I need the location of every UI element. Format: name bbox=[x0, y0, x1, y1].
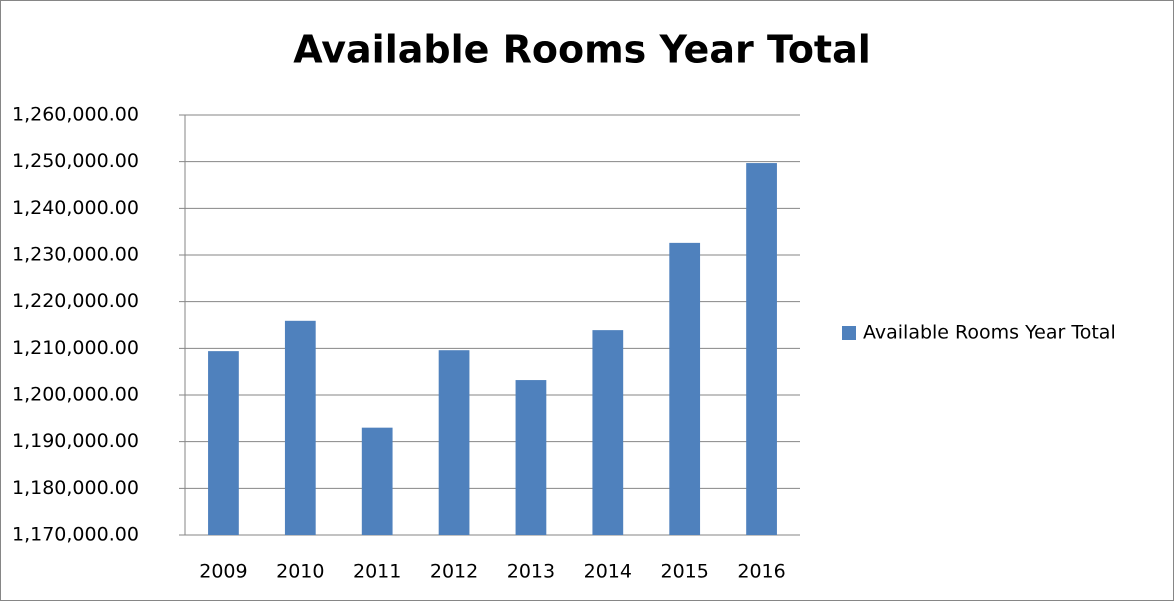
x-tick-label: 2014 bbox=[584, 561, 632, 583]
y-tick-label: 1,200,000.00 bbox=[12, 384, 139, 406]
chart-title: Available Rooms Year Total bbox=[293, 28, 871, 72]
bar bbox=[592, 330, 624, 535]
x-tick-label: 2010 bbox=[276, 561, 324, 583]
x-tick-label: 2011 bbox=[353, 561, 401, 583]
bar bbox=[361, 427, 393, 535]
legend-label: Available Rooms Year Total bbox=[863, 322, 1116, 344]
bar bbox=[515, 380, 547, 535]
y-tick-label: 1,240,000.00 bbox=[12, 197, 139, 219]
bar bbox=[438, 350, 470, 535]
x-tick-label: 2009 bbox=[199, 561, 247, 583]
y-tick-label: 1,220,000.00 bbox=[12, 290, 139, 312]
y-tick-label: 1,260,000.00 bbox=[12, 104, 139, 126]
bar bbox=[208, 351, 239, 535]
x-tick-label: 2016 bbox=[737, 561, 785, 583]
x-tick-label: 2012 bbox=[430, 561, 478, 583]
y-tick-label: 1,230,000.00 bbox=[12, 244, 139, 266]
y-tick-label: 1,250,000.00 bbox=[12, 150, 139, 172]
x-tick-label: 2015 bbox=[661, 561, 709, 583]
y-tick-label: 1,210,000.00 bbox=[12, 337, 139, 359]
bar bbox=[284, 320, 316, 535]
x-tick-label: 2013 bbox=[507, 561, 555, 583]
legend-swatch bbox=[842, 326, 856, 340]
y-tick-label: 1,190,000.00 bbox=[12, 430, 139, 452]
y-tick-label: 1,180,000.00 bbox=[12, 477, 139, 499]
bar bbox=[669, 242, 701, 535]
bar bbox=[746, 163, 777, 536]
y-tick-label: 1,170,000.00 bbox=[12, 524, 139, 546]
